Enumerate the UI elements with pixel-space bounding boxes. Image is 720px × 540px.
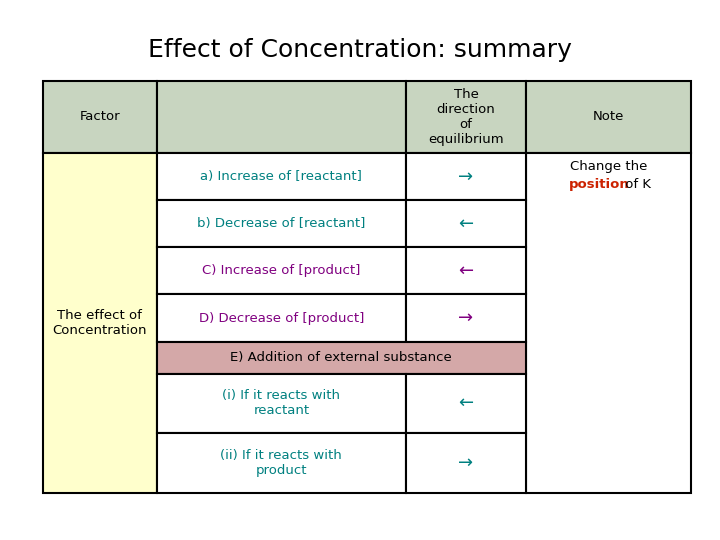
Bar [406,153,526,200]
Bar [406,294,526,342]
Bar [157,153,406,200]
Text: (ii) If it reacts with
product: (ii) If it reacts with product [220,449,342,477]
Text: a) Increase of [reactant]: a) Increase of [reactant] [200,170,362,183]
Bar [157,247,406,294]
Text: →: → [459,167,474,185]
Text: ←: ← [459,394,474,413]
Text: position: position [569,179,629,192]
Bar [157,374,406,433]
Text: Note: Note [593,110,624,124]
Text: C) Increase of [product]: C) Increase of [product] [202,264,361,278]
Text: →: → [459,454,474,472]
Text: Factor: Factor [80,110,120,124]
Bar [406,433,526,492]
Bar [406,374,526,433]
Bar [406,247,526,294]
Bar [157,433,406,492]
Text: The effect of
Concentration: The effect of Concentration [53,309,147,337]
Bar [157,342,526,374]
Text: (i) If it reacts with
reactant: (i) If it reacts with reactant [222,389,341,417]
Bar [526,153,691,492]
Text: ←: ← [459,214,474,233]
Text: →: → [459,309,474,327]
Text: Effect of Concentration: summary: Effect of Concentration: summary [148,38,572,62]
Bar [406,200,526,247]
Text: E) Addition of external substance: E) Addition of external substance [230,351,452,364]
Bar [526,81,691,153]
Bar [157,294,406,342]
Text: of K: of K [621,179,651,192]
Bar [43,153,157,492]
Text: ←: ← [459,262,474,280]
Text: b) Decrease of [reactant]: b) Decrease of [reactant] [197,217,366,230]
Bar [157,200,406,247]
Bar [157,81,406,153]
Text: D) Decrease of [product]: D) Decrease of [product] [199,312,364,325]
Bar [406,81,526,153]
Bar [43,81,157,153]
Text: The
direction
of
equilibrium: The direction of equilibrium [428,88,504,146]
Text: Change the: Change the [570,160,647,173]
